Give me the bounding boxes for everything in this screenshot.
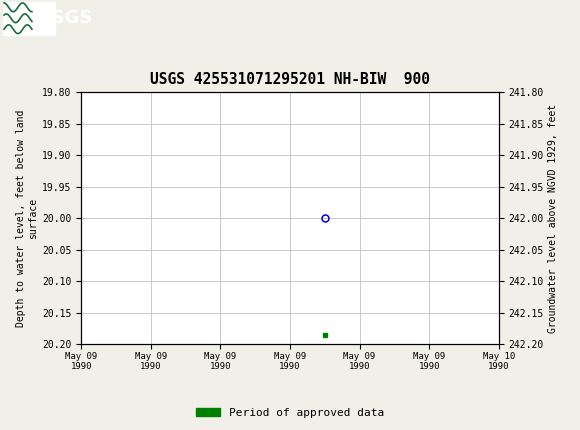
Legend: Period of approved data: Period of approved data	[191, 403, 389, 422]
Y-axis label: Groundwater level above NGVD 1929, feet: Groundwater level above NGVD 1929, feet	[548, 104, 558, 333]
Y-axis label: Depth to water level, feet below land
surface: Depth to water level, feet below land su…	[16, 110, 38, 327]
Text: USGS: USGS	[38, 9, 93, 27]
FancyBboxPatch shape	[3, 2, 55, 35]
Title: USGS 425531071295201 NH-BIW  900: USGS 425531071295201 NH-BIW 900	[150, 72, 430, 87]
